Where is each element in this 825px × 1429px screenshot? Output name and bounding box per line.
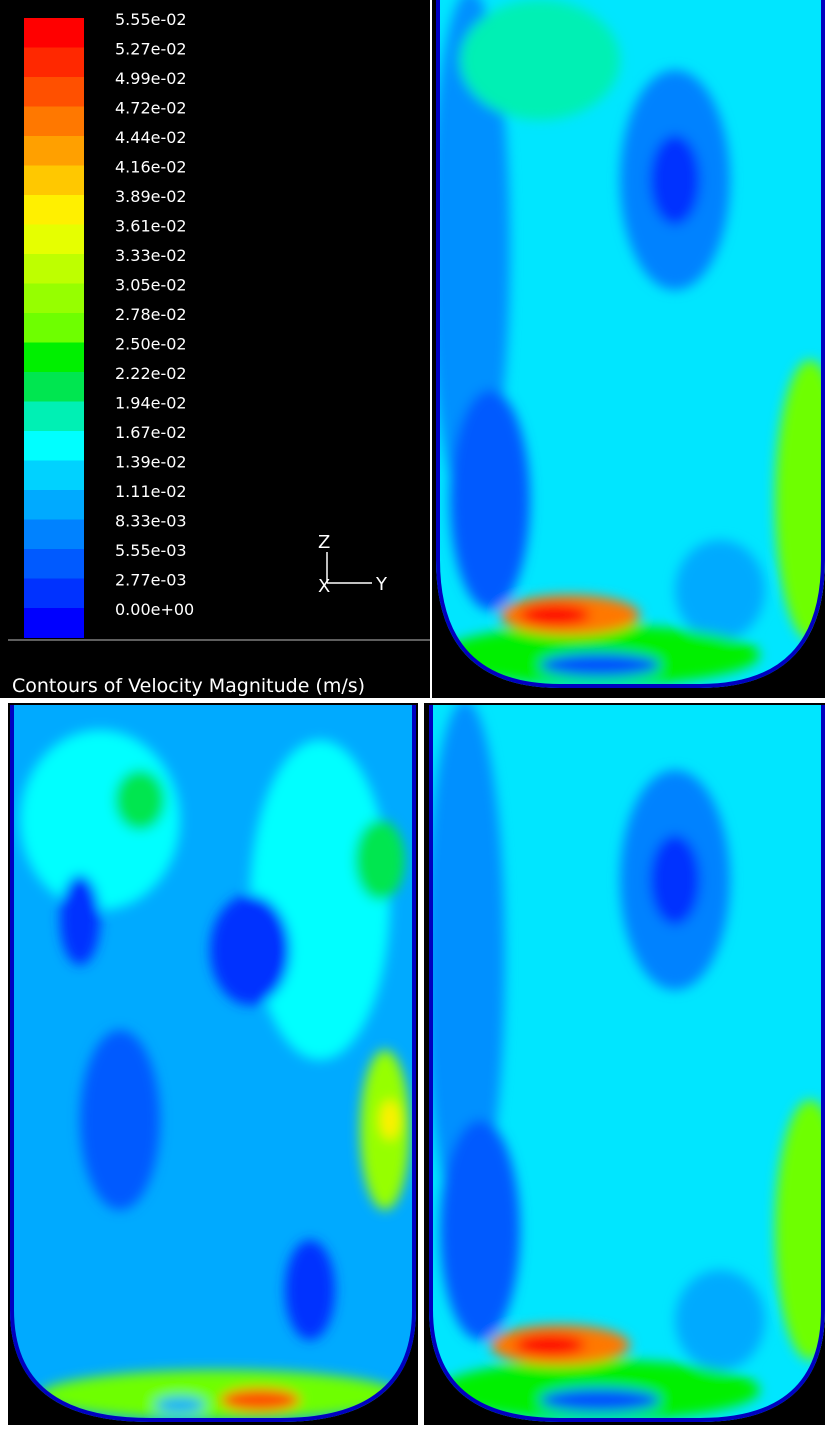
legend-swatch (24, 313, 84, 343)
legend-label: 4.16e-02 (115, 158, 187, 177)
legend-swatch (24, 579, 84, 609)
legend-swatch (24, 254, 84, 284)
panel-title: Contours of Velocity Magnitude (m/s) (12, 675, 365, 697)
contour-bottom-left (8, 703, 418, 1425)
legend-label: 1.67e-02 (115, 423, 187, 442)
legend-label: 8.33e-03 (115, 512, 187, 531)
legend-swatch (24, 431, 84, 461)
axis-y: Y (375, 574, 388, 595)
axis-z: Z (318, 532, 330, 553)
legend-label: 1.11e-02 (115, 482, 187, 501)
legend-swatch (24, 402, 84, 432)
legend-label: 2.50e-02 (115, 335, 187, 354)
legend-label: 5.27e-02 (115, 40, 187, 59)
legend-swatch (24, 608, 84, 638)
contour-bottom-right (424, 700, 825, 1425)
screenshot: Contours of Velocity Magnitude (m/s) 5.5… (0, 0, 825, 1425)
legend-swatch (24, 372, 84, 402)
legend-swatch (24, 77, 84, 107)
legend-swatch (24, 166, 84, 196)
legend-label: 1.94e-02 (115, 394, 187, 413)
legend-swatch (24, 549, 84, 579)
legend-swatch (24, 343, 84, 373)
legend-swatch (24, 195, 84, 225)
legend-swatch (24, 225, 84, 255)
legend-swatch (24, 107, 84, 137)
legend-label: 3.61e-02 (115, 217, 187, 236)
legend-label: 3.89e-02 (115, 187, 187, 206)
legend-label: 4.99e-02 (115, 69, 187, 88)
legend-swatch (24, 48, 84, 78)
legend-label: 5.55e-02 (115, 10, 187, 29)
legend-swatch (24, 490, 84, 520)
legend-swatch (24, 136, 84, 166)
legend-swatch (24, 284, 84, 314)
legend-label: 4.44e-02 (115, 128, 187, 147)
legend-label: 5.55e-03 (115, 541, 187, 560)
legend-label: 4.72e-02 (115, 99, 187, 118)
legend-label: 1.39e-02 (115, 453, 187, 472)
legend-label: 2.22e-02 (115, 364, 187, 383)
legend-label: 0.00e+00 (115, 600, 194, 619)
legend-swatch (24, 520, 84, 550)
legend-label: 3.33e-02 (115, 246, 187, 265)
legend-label: 3.05e-02 (115, 276, 187, 295)
axis-x: X (318, 576, 330, 597)
contour-top-right (430, 0, 825, 698)
legend-label: 2.77e-03 (115, 571, 187, 590)
legend-label: 2.78e-02 (115, 305, 187, 324)
legend-swatch (24, 461, 84, 491)
legend-swatch (24, 18, 84, 48)
